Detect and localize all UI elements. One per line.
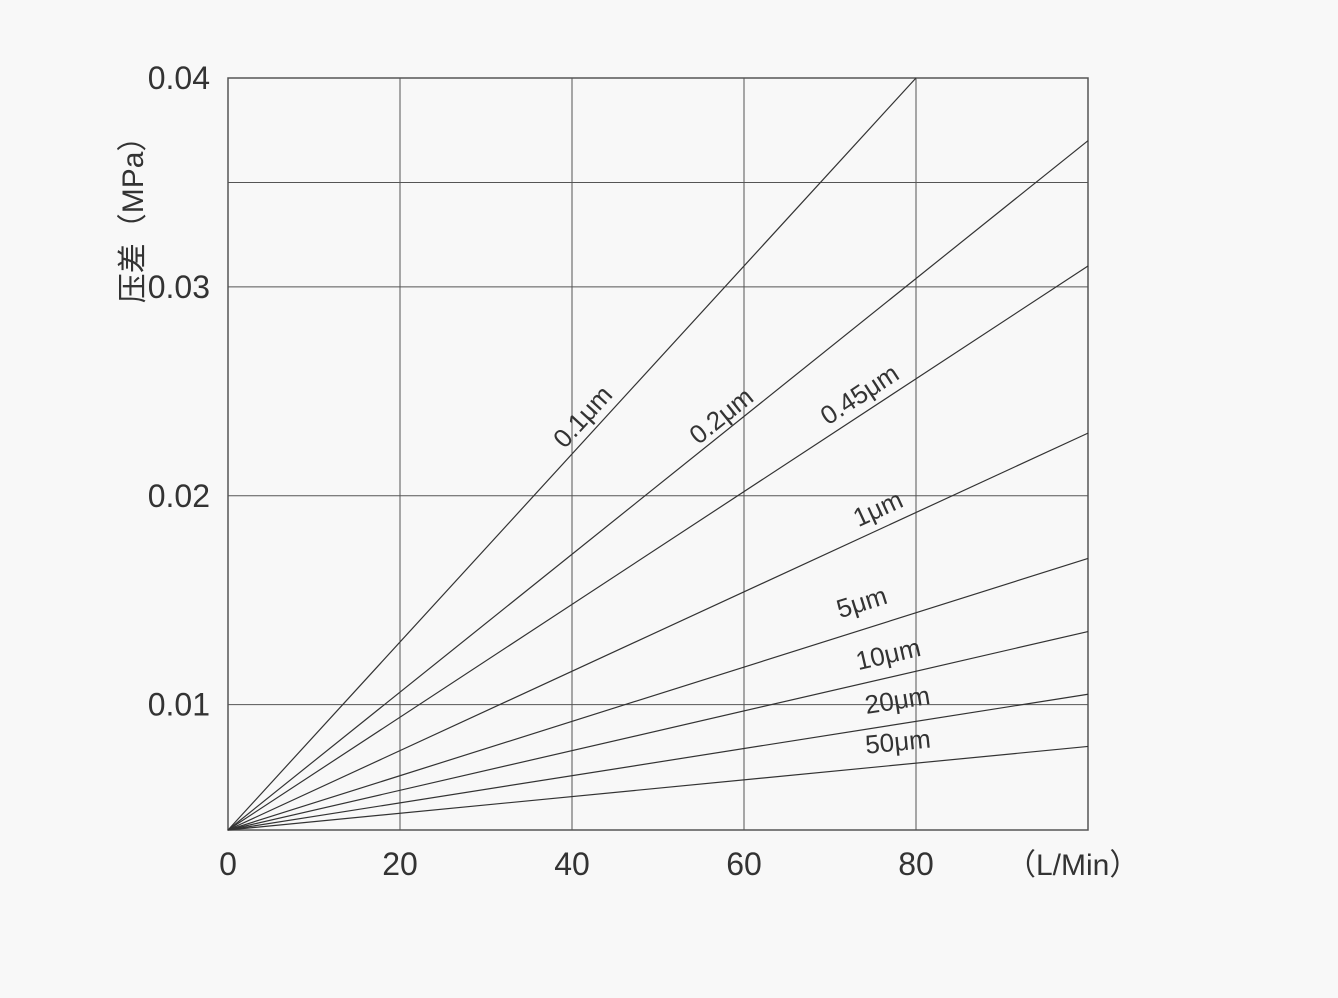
series-line [228, 433, 1088, 830]
x-tick-labels: 0 20 40 60 80 [219, 846, 934, 882]
series-line [228, 746, 1088, 830]
series-label: 0.45μm [815, 358, 904, 431]
plot-border [228, 78, 1088, 830]
y-tick-label: 0.02 [148, 478, 210, 514]
x-axis-unit: （L/Min） [1006, 849, 1139, 882]
x-tick-label: 80 [898, 846, 934, 882]
x-tick-label: 40 [554, 846, 590, 882]
series-line [228, 632, 1088, 830]
series-line [228, 266, 1088, 830]
y-tick-label: 0.04 [148, 60, 210, 96]
series-line [228, 694, 1088, 830]
series-label: 0.2μm [683, 381, 759, 450]
gridlines [228, 78, 1088, 830]
y-tick-labels: 0.01 0.02 0.03 0.04 [148, 60, 210, 723]
series-label: 10μm [853, 632, 924, 676]
pressure-flow-chart: 0.1μm0.2μm0.45μm1μm5μm10μm20μm50μm 02040… [0, 0, 1338, 998]
x-tick-label: 60 [726, 846, 762, 882]
x-tick-label: 20 [382, 846, 418, 882]
series-label: 20μm [863, 680, 932, 720]
series-line [228, 141, 1088, 830]
series-label: 5μm [833, 580, 891, 624]
chart-container: 0.1μm0.2μm0.45μm1μm5μm10μm20μm50μm 02040… [0, 0, 1338, 998]
series-label: 50μm [864, 724, 932, 760]
y-axis-title: 压差（MPa） [117, 122, 150, 304]
y-tick-label: 0.03 [148, 269, 210, 305]
y-tick-label: 0.01 [148, 687, 210, 723]
series-line [228, 558, 1088, 830]
series-lines [228, 78, 1088, 830]
series-label: 1μm [848, 484, 907, 533]
x-tick-label: 0 [219, 846, 237, 882]
